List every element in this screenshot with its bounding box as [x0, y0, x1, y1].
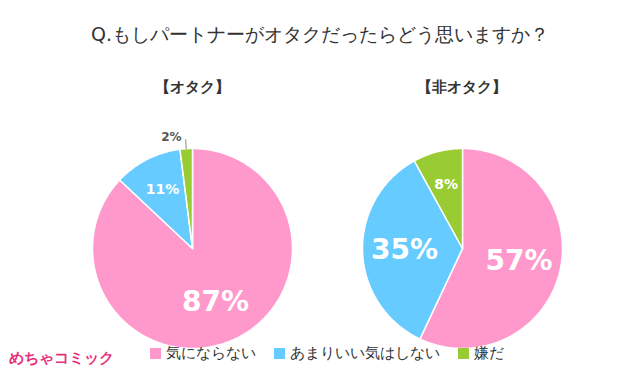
- svg-text:8%: 8%: [434, 176, 458, 192]
- svg-text:2%: 2%: [161, 130, 181, 144]
- svg-text:87%: 87%: [182, 285, 249, 318]
- svg-text:35%: 35%: [371, 233, 438, 266]
- svg-text:57%: 57%: [486, 244, 553, 277]
- html-text:Q.もしパートナーがオタクだったらどう思いますか？: Q.もしパートナーがオタクだったらどう思いますか？: [91, 23, 549, 45]
- html-text:【オタク】: 【オタク】: [154, 78, 230, 96]
- html-text:嫌だ: 嫌だ: [474, 344, 504, 362]
- html-text:めちゃコミック: めちゃコミック: [9, 349, 114, 367]
- html-text:【非オタク】: 【非オタク】: [417, 78, 507, 96]
- html-text:あまりいい気はしない: あまりいい気はしない: [290, 344, 440, 362]
- html-text:気にならない: 気にならない: [166, 344, 256, 362]
- svg-text:11%: 11%: [146, 181, 180, 197]
